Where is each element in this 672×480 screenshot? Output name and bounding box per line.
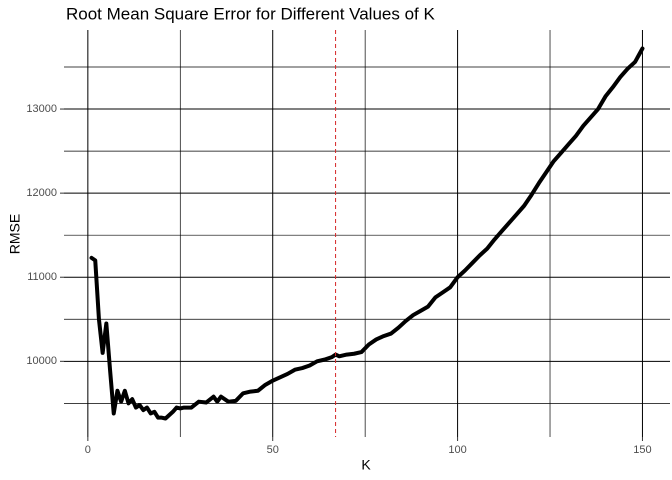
- y-tick-label: 11000: [27, 271, 57, 283]
- data-line: [89, 46, 645, 421]
- y-tick-label: 12000: [26, 187, 57, 199]
- x-tick-label: 50: [267, 444, 279, 456]
- chart-title: Root Mean Square Error for Different Val…: [66, 4, 435, 23]
- x-tick-label: 100: [448, 444, 466, 456]
- y-axis-title: RMSE: [7, 214, 23, 254]
- x-tick-label: 0: [85, 444, 91, 456]
- y-tick-label: 13000: [26, 103, 57, 115]
- x-axis-title: K: [361, 457, 371, 473]
- y-tick-label: 10000: [26, 355, 57, 367]
- x-tick-label: 150: [633, 444, 651, 456]
